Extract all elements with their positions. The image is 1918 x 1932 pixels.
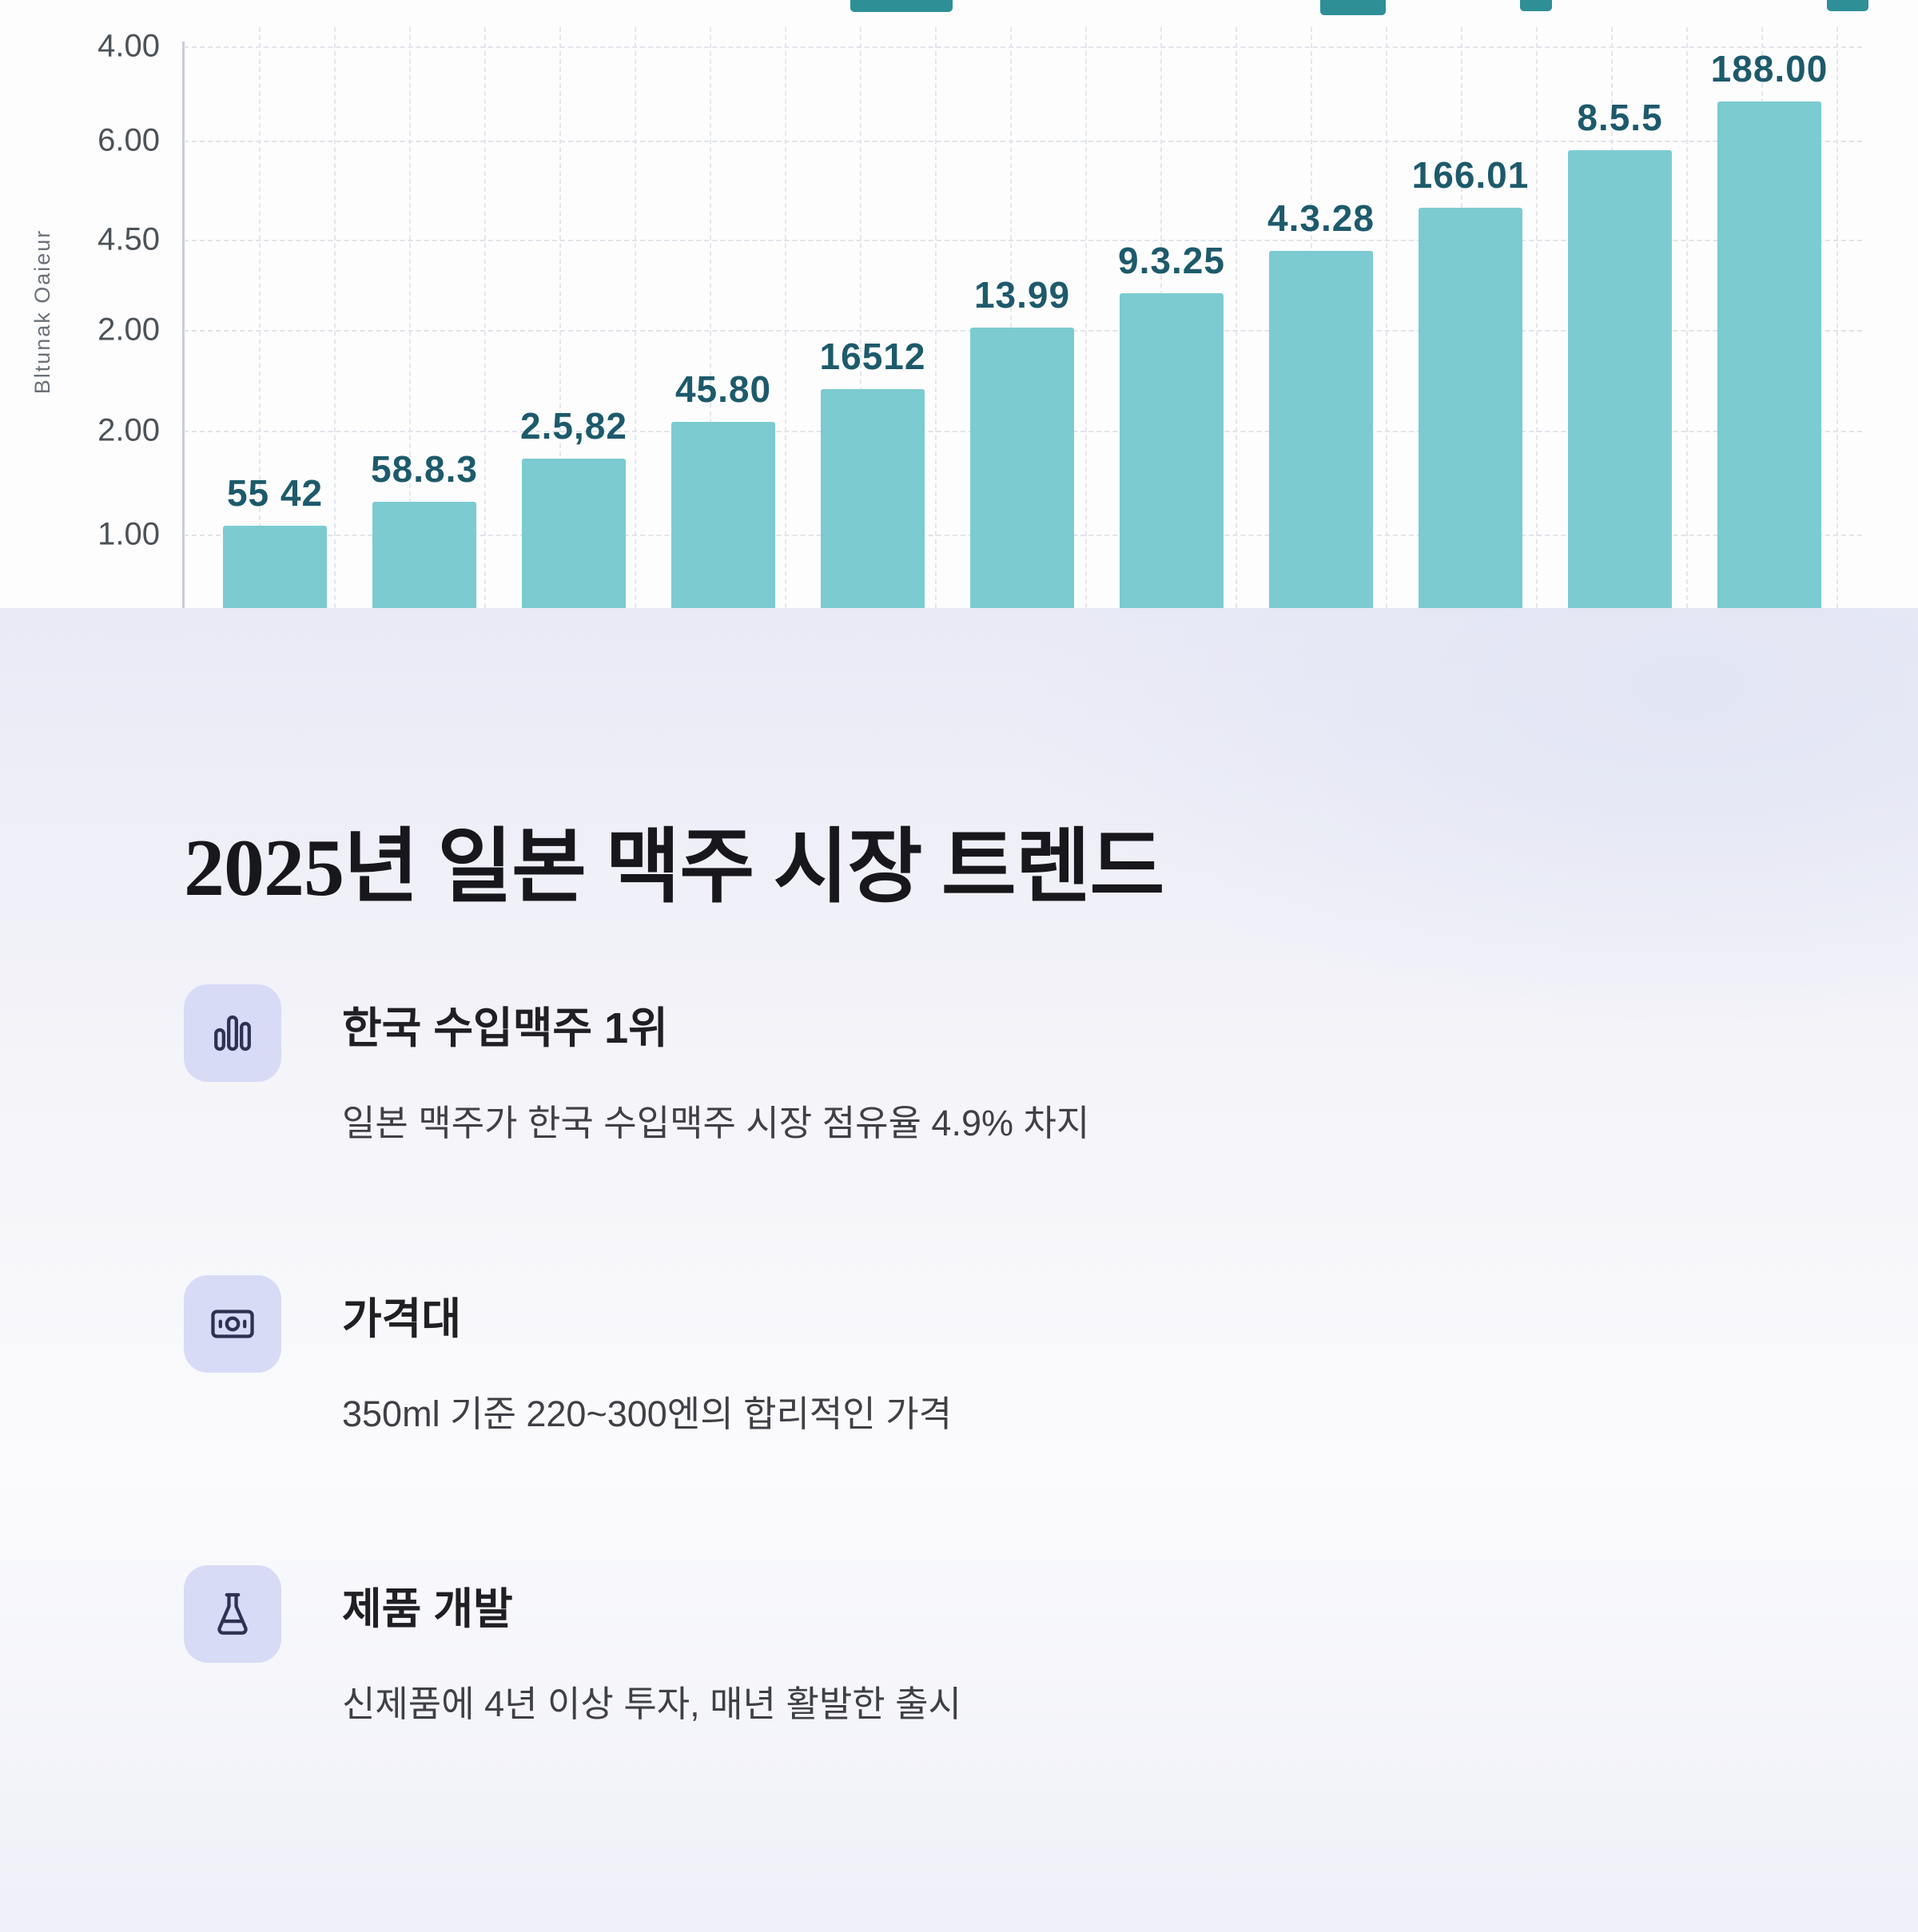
feature-text: 가격대 350ml 기준 220~300엔의 합리적인 가격 — [342, 1275, 952, 1438]
v-gridline — [1236, 27, 1237, 608]
bar-group: 8.5.5 — [1568, 96, 1672, 608]
bar — [671, 422, 775, 608]
bar-group: 4.3.28 — [1267, 197, 1375, 608]
feature-description: 350ml 기준 220~300엔의 합리적인 가격 — [342, 1393, 953, 1434]
bar-group: 188.00 — [1711, 47, 1827, 608]
bar-value-label: 9.3.25 — [1118, 240, 1225, 281]
h-gridline — [184, 46, 1862, 48]
bar — [223, 526, 327, 608]
flask-icon — [184, 1565, 281, 1663]
feature-item-product-development: 제품 개발 신제품에 4년 이상 투자, 매년 활발한 출시 — [184, 1565, 1734, 1728]
bar-value-label: 13.99 — [973, 274, 1071, 316]
v-gridline — [1386, 27, 1387, 608]
bar-value-label: 45.80 — [674, 368, 772, 410]
bar — [1717, 101, 1821, 608]
bar — [1419, 208, 1522, 608]
bar-value-label: 188.00 — [1710, 48, 1828, 89]
v-gridline — [484, 27, 486, 608]
bar-group: 9.3.25 — [1118, 239, 1225, 608]
feature-title: 가격대 — [342, 1294, 462, 1343]
feature-item-market-share: 한국 수입맥주 1위 일본 맥주가 한국 수입맥주 시장 점유율 4.9% 차지 — [184, 984, 1734, 1147]
feature-item-price-range: 가격대 350ml 기준 220~300엔의 합리적인 가격 — [184, 1274, 1734, 1438]
cropped-glyph — [1320, 0, 1386, 15]
page-title: 2025년 일본 맥주 시장 트렌드 — [184, 823, 1164, 913]
v-gridline — [710, 27, 711, 608]
bar — [522, 459, 626, 608]
bar-value-label: 2.5,82 — [520, 405, 627, 447]
y-tick-label: 4.00 — [97, 28, 160, 64]
feature-title: 한국 수입맥주 1위 — [342, 1004, 668, 1052]
bars: 55 42 58.8.3 2.5,82 45.80 16512 13.99 9.3.25 4.… — [184, 0, 1862, 608]
bar-value-label: 166.01 — [1411, 154, 1530, 196]
bar-group: 58.8.3 — [371, 447, 478, 608]
v-gridline — [1536, 27, 1538, 608]
cropped-glyph — [1827, 0, 1868, 11]
bar — [970, 328, 1074, 608]
bar-group: 45.80 — [671, 368, 775, 608]
bar-group: 2.5,82 — [520, 404, 627, 608]
y-tick-label: 4.50 — [97, 221, 160, 257]
v-gridline — [409, 27, 411, 608]
v-gridline — [1836, 27, 1838, 608]
v-gridline — [1010, 27, 1012, 608]
feature-text: 한국 수입맥주 1위 일본 맥주가 한국 수입맥주 시장 점유율 4.9% 차지 — [342, 984, 1089, 1147]
v-gridline — [1085, 27, 1087, 608]
y-tick-label: 6.00 — [97, 122, 160, 158]
bar — [1269, 251, 1373, 608]
feature-title: 제품 개발 — [342, 1585, 513, 1633]
v-gridline — [259, 27, 261, 608]
v-gridline — [559, 27, 561, 608]
feature-description: 일본 맥주가 한국 수입맥주 시장 점유율 4.9% 차지 — [342, 1103, 1090, 1143]
y-tick-label: 1.00 — [97, 516, 160, 552]
bar-group: 13.99 — [970, 273, 1074, 608]
banknote-icon — [184, 1274, 281, 1373]
y-tick-label: 2.00 — [97, 412, 160, 448]
bar-group: 166.01 — [1412, 153, 1528, 608]
cropped-glyph — [1520, 0, 1552, 11]
v-gridline — [860, 27, 862, 608]
y-tick-label: 2.00 — [97, 312, 160, 348]
v-gridline — [935, 27, 937, 608]
v-gridline — [334, 27, 336, 608]
cropped-glyph — [850, 0, 953, 12]
feature-description: 신제품에 4년 이상 투자, 매년 활발한 출시 — [342, 1684, 961, 1724]
bar-value-label: 4.3.28 — [1267, 197, 1375, 239]
trend-summary-section: 2025년 일본 맥주 시장 트렌드 한국 수입맥주 1위 일본 맥주가 한국 … — [0, 608, 1918, 1932]
bar-value-label: 8.5.5 — [1577, 97, 1663, 138]
h-gridline — [184, 240, 1862, 241]
bar — [1568, 150, 1672, 608]
bar — [1120, 293, 1224, 608]
v-gridline — [785, 27, 786, 608]
bar-group: 55 42 — [223, 471, 327, 608]
bar — [821, 389, 925, 608]
bar-group: 16512 — [819, 335, 926, 608]
cropped-text-fragments — [0, 0, 1918, 19]
plot-area: 55 42 58.8.3 2.5,82 45.80 16512 13.99 9.3.25 4.… — [184, 0, 1862, 608]
bar-chart-icon — [184, 984, 281, 1082]
bar-value-label: 16512 — [819, 336, 926, 377]
bar-value-label: 58.8.3 — [371, 448, 478, 490]
y-axis-line — [182, 42, 185, 608]
y-axis-ticks: 4.00 6.00 4.50 2.00 2.00 1.00 — [0, 0, 160, 608]
bar — [372, 502, 476, 608]
h-gridline — [184, 141, 1862, 142]
feature-text: 제품 개발 신제품에 4년 이상 투자, 매년 활발한 출시 — [342, 1565, 961, 1728]
bar-value-label: 55 42 — [226, 472, 324, 514]
v-gridline — [635, 27, 636, 608]
v-gridline — [1686, 27, 1688, 608]
bar-chart: Bltunak Oaieur 4.00 6.00 4.50 2.00 2.00 1.00 … — [0, 0, 1918, 608]
